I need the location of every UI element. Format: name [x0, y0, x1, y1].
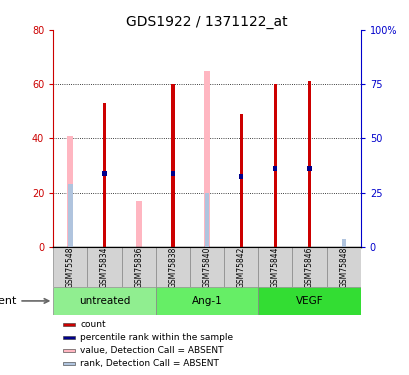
Bar — [307, 81, 310, 247]
Bar — [224, 247, 258, 287]
Text: GSM75844: GSM75844 — [270, 246, 279, 288]
Bar — [155, 287, 258, 315]
Bar — [292, 247, 326, 287]
Text: GSM75842: GSM75842 — [236, 246, 245, 288]
Bar — [258, 287, 360, 315]
Bar — [103, 103, 106, 247]
Text: GSM75846: GSM75846 — [304, 246, 313, 288]
Bar — [62, 336, 75, 339]
Text: Ang-1: Ang-1 — [191, 296, 222, 306]
Text: GSM75848: GSM75848 — [338, 246, 347, 288]
Bar — [273, 166, 277, 171]
Text: value, Detection Call = ABSENT: value, Detection Call = ABSENT — [80, 346, 223, 355]
Bar — [155, 247, 189, 287]
Bar — [258, 247, 292, 287]
Bar — [121, 247, 155, 287]
Text: count: count — [80, 320, 106, 329]
Text: rank, Detection Call = ABSENT: rank, Detection Call = ABSENT — [80, 359, 218, 368]
Bar — [204, 70, 209, 247]
Title: GDS1922 / 1371122_at: GDS1922 / 1371122_at — [126, 15, 287, 29]
Bar — [307, 166, 311, 171]
Text: GSM75548: GSM75548 — [66, 246, 75, 288]
Bar — [53, 247, 87, 287]
Text: GSM75840: GSM75840 — [202, 246, 211, 288]
Bar — [326, 247, 360, 287]
Bar — [62, 362, 75, 365]
Bar — [102, 171, 106, 176]
Text: VEGF: VEGF — [295, 296, 323, 306]
Bar — [239, 114, 242, 247]
Bar — [62, 349, 75, 352]
Bar — [238, 174, 243, 179]
Bar — [62, 323, 75, 326]
Text: percentile rank within the sample: percentile rank within the sample — [80, 333, 233, 342]
Text: agent: agent — [0, 296, 49, 306]
Text: GSM75834: GSM75834 — [100, 246, 109, 288]
Text: GSM75836: GSM75836 — [134, 246, 143, 288]
Bar — [68, 184, 72, 247]
Bar — [341, 238, 345, 247]
Bar — [273, 84, 276, 247]
Bar — [171, 84, 174, 247]
Bar — [87, 247, 121, 287]
Bar — [53, 287, 155, 315]
Bar — [171, 171, 175, 176]
Text: untreated: untreated — [79, 296, 130, 306]
Bar — [189, 247, 224, 287]
Text: GSM75838: GSM75838 — [168, 246, 177, 288]
Bar — [204, 192, 209, 247]
Bar — [67, 136, 73, 247]
Bar — [135, 201, 142, 247]
